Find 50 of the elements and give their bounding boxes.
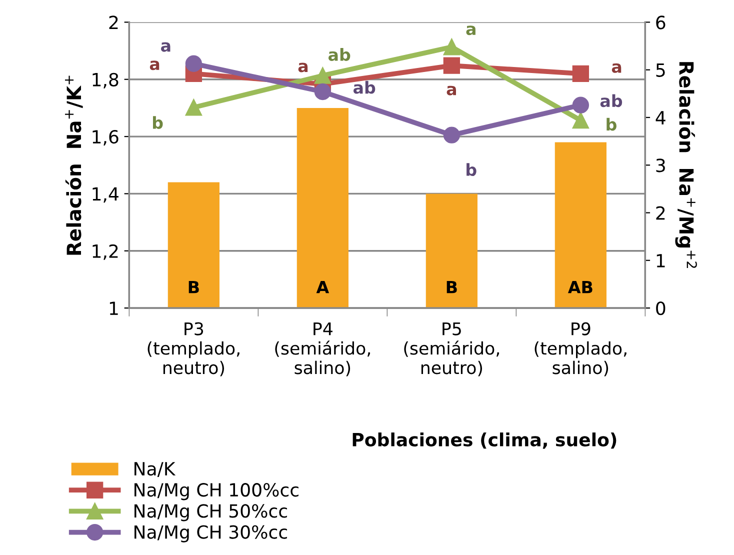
data-label: AB xyxy=(568,281,592,294)
point xyxy=(443,57,460,74)
data-label: ab xyxy=(328,48,350,61)
data-label: ab xyxy=(353,80,376,94)
legend-label: Na/Mg CH 50%cc xyxy=(134,504,287,522)
y-tick-label: 1 xyxy=(110,302,118,315)
data-label: a xyxy=(161,42,170,52)
y2-tick-label: 1 xyxy=(656,254,665,268)
y-tick-label: 1,4 xyxy=(92,187,118,203)
y-tick-label: 2 xyxy=(109,16,118,30)
data-label: B xyxy=(188,281,199,294)
point xyxy=(443,126,460,144)
data-label: a xyxy=(150,60,160,70)
point xyxy=(572,96,590,114)
y2-tick-label: 5 xyxy=(656,64,665,77)
legend-label: Na/Mg CH 30%cc xyxy=(134,525,287,542)
y2-tick-label: 4 xyxy=(656,111,666,124)
data-label: A xyxy=(316,281,330,294)
data-label: a xyxy=(298,62,308,72)
y2-tick-label: 2 xyxy=(656,206,665,220)
data-label: b xyxy=(466,163,476,176)
y-axis-title: Relación Na$^{+}$/K$^{+}$ xyxy=(65,76,83,255)
point xyxy=(314,67,332,84)
data-label: b xyxy=(606,118,616,131)
data-label: b xyxy=(153,116,163,129)
data-label: B xyxy=(446,281,457,294)
point xyxy=(185,99,202,116)
x-tick-label: P3 (templado, neutro) xyxy=(148,322,240,376)
y2-tick-label: 3 xyxy=(656,158,665,172)
y-tick-label: 1,8 xyxy=(92,72,118,88)
y2-axis-title: Relación Na$^{+}$/Mg$^{+2}$ xyxy=(675,62,697,268)
y2-tick-label: 6 xyxy=(656,16,666,30)
data-label: a xyxy=(612,63,622,73)
point xyxy=(572,65,590,82)
y-tick-label: 1,2 xyxy=(92,244,118,260)
point xyxy=(314,83,332,100)
legend-label: Na/Mg CH 100%cc xyxy=(134,483,298,500)
data-label: a xyxy=(446,86,456,96)
x-tick-label: P5 (semiárido, neutro) xyxy=(404,322,499,376)
x-tick-label: P9 (templado, salino) xyxy=(534,322,626,376)
data-label: ab xyxy=(600,94,622,108)
point xyxy=(572,112,590,129)
legend-label: Na/K xyxy=(134,462,176,478)
point xyxy=(185,55,202,72)
x-tick-label: P4 (semiárido, salino) xyxy=(275,322,370,376)
data-label: a xyxy=(466,26,476,36)
x-axis-title: Poblaciones (clima, suelo) xyxy=(352,432,616,449)
y-tick-label: 1,6 xyxy=(92,130,118,146)
y2-tick-label: 0 xyxy=(656,301,666,316)
point xyxy=(443,38,460,56)
